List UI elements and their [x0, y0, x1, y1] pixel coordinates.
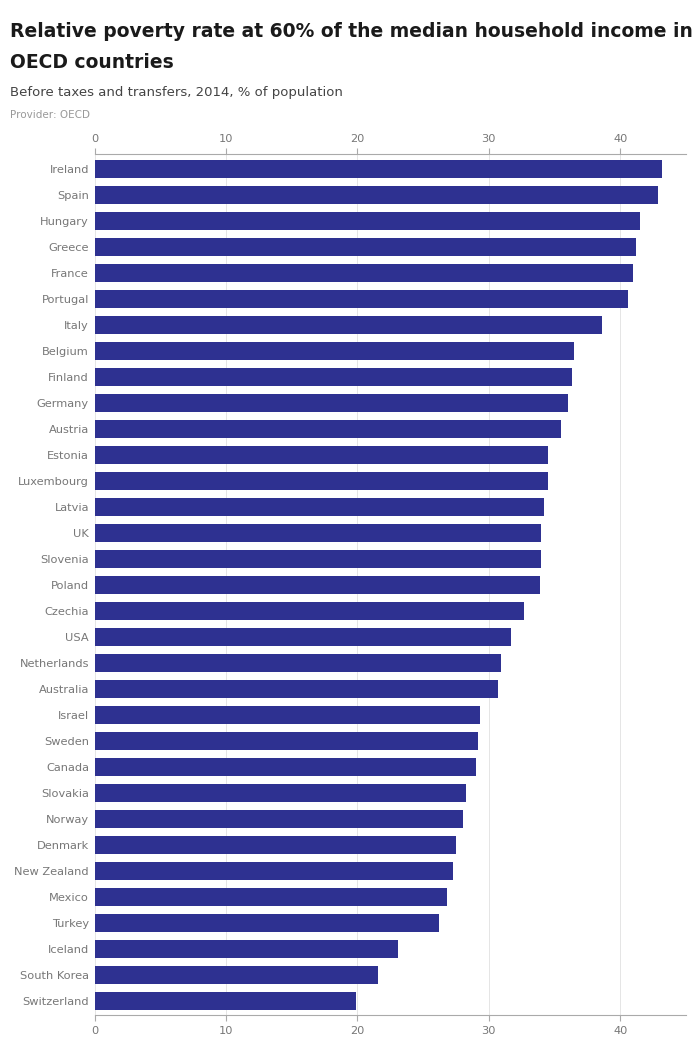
Text: OECD countries: OECD countries	[10, 52, 174, 71]
Bar	[94, 290, 628, 308]
Bar	[94, 784, 466, 802]
Bar	[94, 680, 498, 698]
Bar	[94, 602, 524, 620]
Text: Relative poverty rate at 60% of the median household income in: Relative poverty rate at 60% of the medi…	[10, 22, 694, 41]
Text: Provider: OECD: Provider: OECD	[10, 110, 90, 121]
Bar	[94, 915, 439, 931]
Bar	[94, 940, 398, 958]
Bar	[94, 836, 456, 854]
Bar	[94, 628, 511, 646]
Bar	[94, 471, 548, 489]
Bar	[94, 550, 541, 568]
Bar	[94, 420, 561, 438]
Bar	[94, 238, 636, 255]
Bar	[94, 966, 379, 984]
Bar	[94, 862, 454, 880]
Bar	[94, 446, 548, 464]
Bar	[94, 368, 572, 385]
Bar	[94, 706, 480, 723]
Bar	[94, 654, 500, 672]
Bar	[94, 264, 634, 281]
Bar	[94, 394, 568, 412]
Bar	[94, 758, 476, 776]
Text: Before taxes and transfers, 2014, % of population: Before taxes and transfers, 2014, % of p…	[10, 86, 344, 99]
Bar	[94, 186, 659, 204]
Bar	[94, 316, 602, 334]
Bar	[94, 732, 478, 750]
Bar	[94, 342, 574, 359]
Bar	[94, 160, 662, 177]
Text: figure.nz: figure.nz	[592, 19, 667, 36]
Bar	[94, 498, 544, 516]
Bar	[94, 888, 447, 906]
Bar	[94, 524, 541, 542]
Bar	[94, 576, 540, 593]
Bar	[94, 212, 640, 230]
Bar	[94, 992, 356, 1010]
Bar	[94, 811, 463, 827]
